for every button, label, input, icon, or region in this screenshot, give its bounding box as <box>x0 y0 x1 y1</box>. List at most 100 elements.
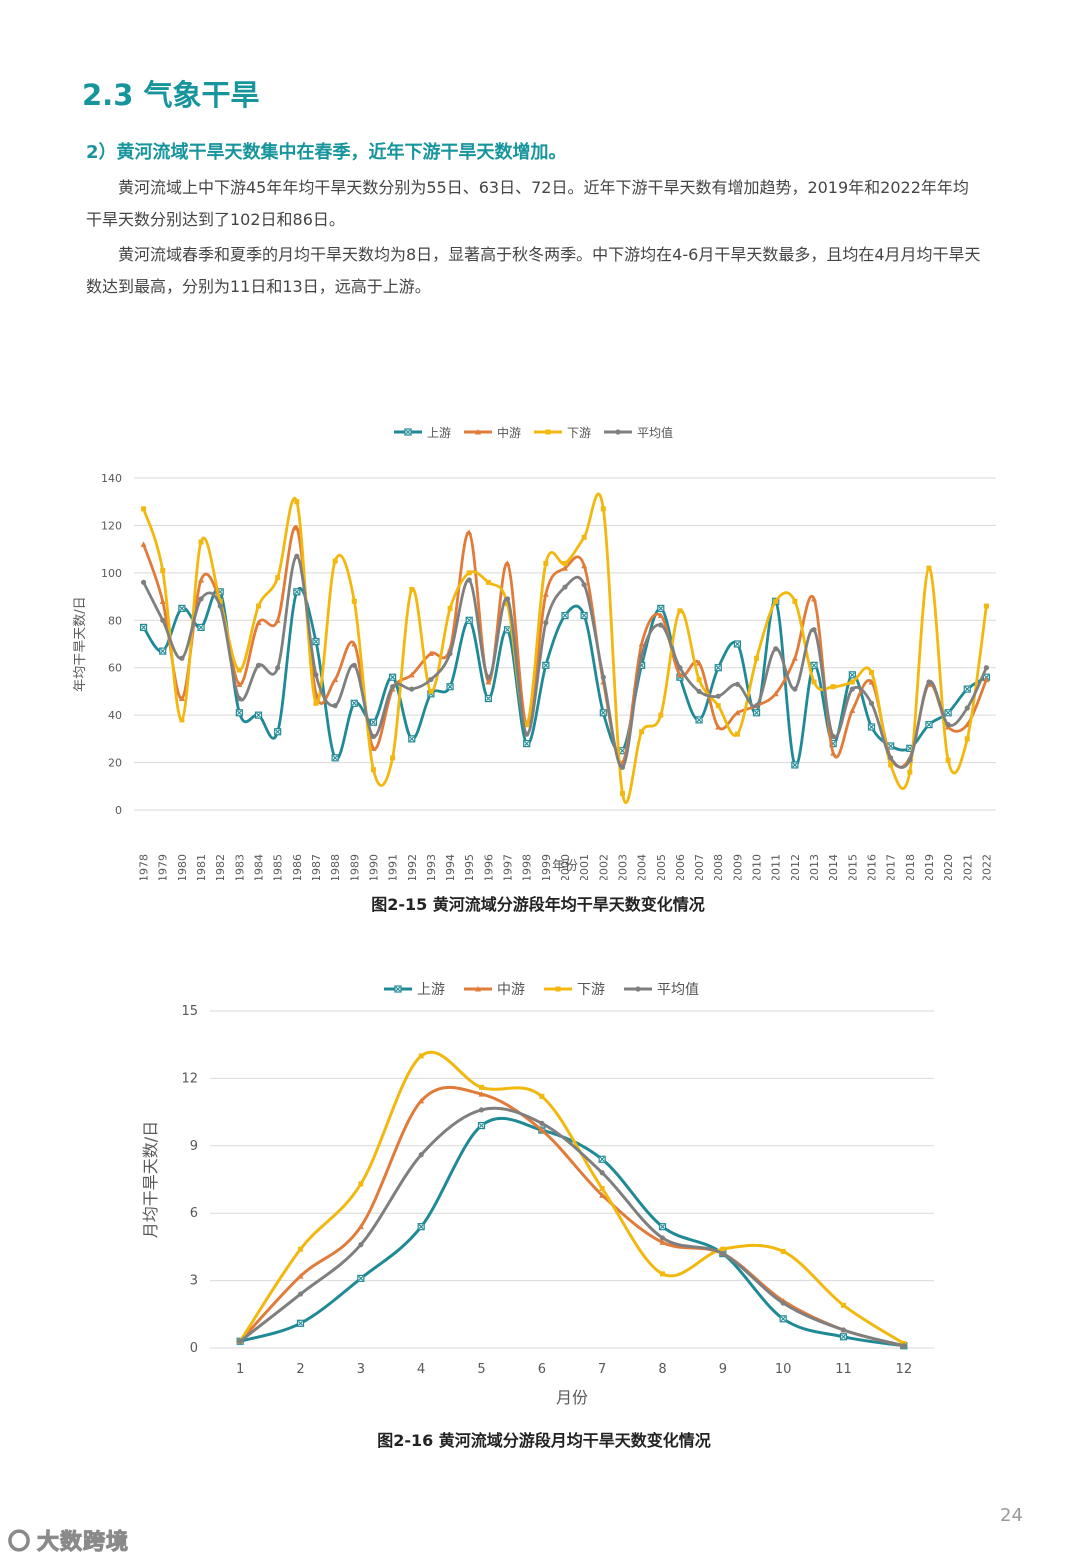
series-1 <box>139 587 991 769</box>
subsection-title: 2）黄河流域干旱天数集中在春季，近年下游干旱天数增加。 <box>86 142 567 163</box>
data-point-22 <box>562 565 568 571</box>
y-tick-label: 140 <box>101 472 122 485</box>
data-point-39 <box>888 762 894 768</box>
data-point-7 <box>660 1271 665 1277</box>
x-tick-label: 2009 <box>731 854 744 880</box>
x-tick-label: 1 <box>236 1362 244 1377</box>
data-point-2 <box>179 717 185 723</box>
data-point-7 <box>275 665 281 671</box>
data-point-37 <box>848 671 856 679</box>
data-point-25 <box>619 764 626 770</box>
x-tick-label: 11 <box>835 1362 852 1377</box>
data-point-43 <box>964 736 970 742</box>
data-point-16 <box>447 650 453 657</box>
data-point-19 <box>505 601 511 607</box>
data-point-31 <box>734 709 741 716</box>
data-point-34 <box>792 686 798 692</box>
x-tick-label: 2007 <box>693 854 706 880</box>
data-point-11 <box>350 699 358 707</box>
data-point-25 <box>619 790 625 796</box>
data-point-7 <box>275 575 281 581</box>
x-tick-label: 1991 <box>387 854 400 880</box>
data-point-44 <box>983 665 990 671</box>
x-tick-label: 1989 <box>348 854 361 880</box>
data-point-43 <box>964 705 970 711</box>
x-tick-label: 8 <box>658 1362 666 1377</box>
x-tick-label: 2013 <box>808 854 821 880</box>
watermark: 〇大数跨境 <box>7 1524 129 1556</box>
data-point-34 <box>791 655 798 661</box>
data-point-6 <box>598 1155 606 1163</box>
data-point-20 <box>524 722 530 728</box>
data-point-11 <box>901 1343 907 1349</box>
data-point-6 <box>255 619 262 626</box>
x-tick-label: 2001 <box>578 854 591 880</box>
x-tick-label: 1987 <box>310 854 323 880</box>
data-point-38 <box>868 669 874 675</box>
paragraph-2: 黄河流域春季和夏季的月均干旱天数均为8日，显著高于秋冬两季。中下游均在4-6月干… <box>86 245 981 296</box>
data-point-18 <box>485 678 492 685</box>
data-point-18 <box>484 694 492 703</box>
data-point-legend <box>404 428 412 436</box>
data-point-3 <box>418 1152 424 1158</box>
annual-drought-chart: 上游 中游 下游 平均值 0 20 40 60 80 100 120 140 1978 1979 1980 1… <box>73 425 996 880</box>
data-point-13 <box>390 684 396 690</box>
data-point-42 <box>944 709 952 717</box>
data-point-1 <box>297 1291 304 1297</box>
data-point-3 <box>418 1097 425 1104</box>
x-tick-label: 2012 <box>789 854 802 880</box>
data-point-43 <box>963 685 971 693</box>
x-tick-label: 2010 <box>751 854 764 880</box>
data-point-legend <box>475 429 481 435</box>
y-axis-title: 年均干旱天数/日 <box>73 596 88 691</box>
data-point-3 <box>418 1053 424 1059</box>
data-point-legend <box>545 429 551 435</box>
data-point-15 <box>428 676 434 683</box>
data-point-33 <box>772 690 779 697</box>
x-tick-label: 1995 <box>463 854 476 880</box>
data-point-4 <box>478 1091 485 1097</box>
data-point-35 <box>811 679 817 685</box>
data-point-17 <box>466 529 473 536</box>
data-point-2 <box>178 604 186 613</box>
data-point-21 <box>542 661 550 669</box>
legend-item: 下游 <box>544 982 605 998</box>
x-tick-label: 2020 <box>942 854 955 880</box>
x-tick-label: 1979 <box>157 854 170 880</box>
gridlines <box>210 1010 934 1349</box>
data-point-3 <box>417 1223 425 1231</box>
paragraph-1: 黄河流域上中下游45年年均干旱天数分别为55日、63日、72日。近年下游干旱天数… <box>86 178 969 229</box>
x-axis-title: 月份 <box>556 1388 588 1407</box>
data-point-37 <box>849 707 856 713</box>
x-tick-label: 9 <box>719 1362 727 1377</box>
data-point-21 <box>543 620 549 626</box>
data-point-15 <box>427 650 434 656</box>
data-point-26 <box>638 641 645 647</box>
data-point-6 <box>599 1170 605 1176</box>
x-tick-label: 1997 <box>502 854 515 880</box>
data-point-36 <box>830 733 836 740</box>
data-point-11 <box>351 641 358 647</box>
data-point-legend <box>555 986 561 992</box>
data-point-33 <box>773 646 779 652</box>
data-point-4 <box>217 598 223 604</box>
data-point-32 <box>752 709 761 717</box>
legend-item: 中游 <box>464 425 521 440</box>
data-point-7 <box>659 1239 666 1245</box>
data-point-12 <box>370 733 377 740</box>
data-point-28 <box>677 665 683 671</box>
data-point-7 <box>659 1235 666 1241</box>
data-point-23 <box>581 562 588 569</box>
data-point-27 <box>658 622 664 628</box>
y-tick-label: 12 <box>181 1071 198 1086</box>
x-tick-label: 7 <box>598 1362 606 1377</box>
data-point-10 <box>331 754 339 762</box>
legend-item: 平均值 <box>604 425 673 440</box>
data-point-3 <box>198 596 204 602</box>
data-point-38 <box>868 678 875 685</box>
data-point-15 <box>428 688 434 694</box>
data-point-24 <box>600 674 606 680</box>
data-point-8 <box>293 524 300 531</box>
y-tick-label: 100 <box>101 567 122 580</box>
